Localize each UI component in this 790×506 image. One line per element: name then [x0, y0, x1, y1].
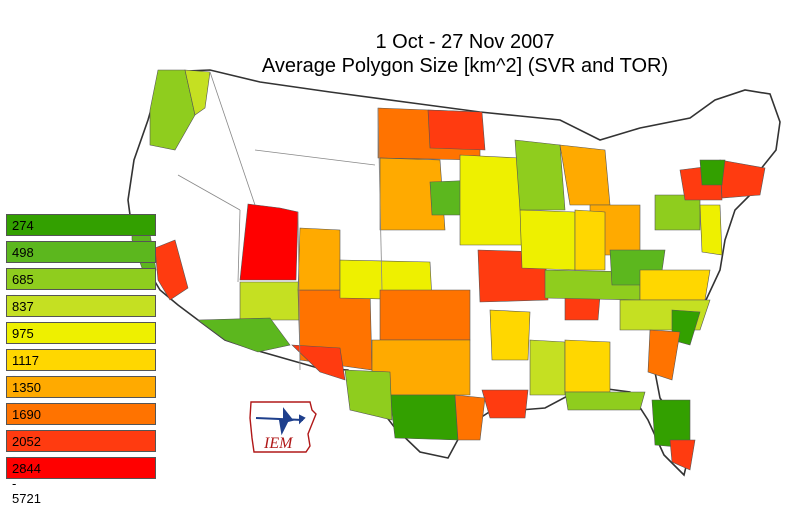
region-gulf-coast: [564, 391, 646, 411]
region-illinois: [519, 209, 576, 271]
region-utah: [239, 203, 299, 281]
region-texas-west: [344, 369, 393, 421]
region-louisiana: [481, 389, 529, 419]
region-arkansas: [489, 309, 531, 361]
region-wisconsin: [514, 139, 566, 211]
region-washington-east: [184, 69, 211, 116]
region-mississippi: [529, 339, 566, 396]
legend-swatch: [6, 322, 156, 344]
border-3: [377, 107, 383, 291]
legend-label: 2844 - 5721: [12, 461, 41, 506]
border-5: [177, 174, 241, 211]
region-vermont: [699, 159, 726, 186]
iem-logo: IEM: [249, 401, 317, 453]
border-4: [297, 211, 301, 371]
region-calif-south: [154, 239, 189, 301]
legend-swatch: [6, 349, 156, 371]
region-georgia-coast: [647, 329, 681, 381]
region-oklahoma: [379, 289, 471, 341]
airplane-icon: [255, 407, 306, 436]
legend-swatch: [6, 295, 156, 317]
legend-swatch: [6, 241, 156, 263]
legend-swatch: [6, 430, 156, 452]
region-indiana: [574, 209, 606, 271]
region-new-england: [719, 159, 766, 199]
border-2: [254, 149, 376, 166]
region-iowa: [459, 154, 523, 246]
region-nm-south: [291, 344, 346, 381]
legend-swatch: [6, 457, 156, 479]
region-arizona-south: [197, 317, 291, 353]
legend-swatch: [6, 214, 156, 236]
region-minnesota: [427, 109, 486, 151]
region-colorado-east: [297, 227, 341, 291]
logo-text: IEM: [263, 435, 294, 452]
region-florida-south: [669, 439, 696, 471]
region-texas-east: [454, 394, 486, 441]
border-1: [209, 71, 256, 206]
border-6: [237, 209, 241, 283]
region-alabama: [564, 339, 611, 393]
region-nj: [699, 204, 723, 256]
legend-swatch: [6, 376, 156, 398]
map-title: 1 Oct - 27 Nov 2007 Average Polygon Size…: [200, 30, 730, 78]
region-arizona-north: [239, 281, 301, 321]
legend-swatch: [6, 403, 156, 425]
title-line-2: Average Polygon Size [km^2] (SVR and TOR…: [261, 55, 669, 77]
region-texas-central: [389, 394, 459, 441]
title-line-1: 1 Oct - 27 Nov 2007: [375, 31, 555, 53]
legend-swatch: [6, 268, 156, 290]
region-virginia: [639, 269, 711, 301]
